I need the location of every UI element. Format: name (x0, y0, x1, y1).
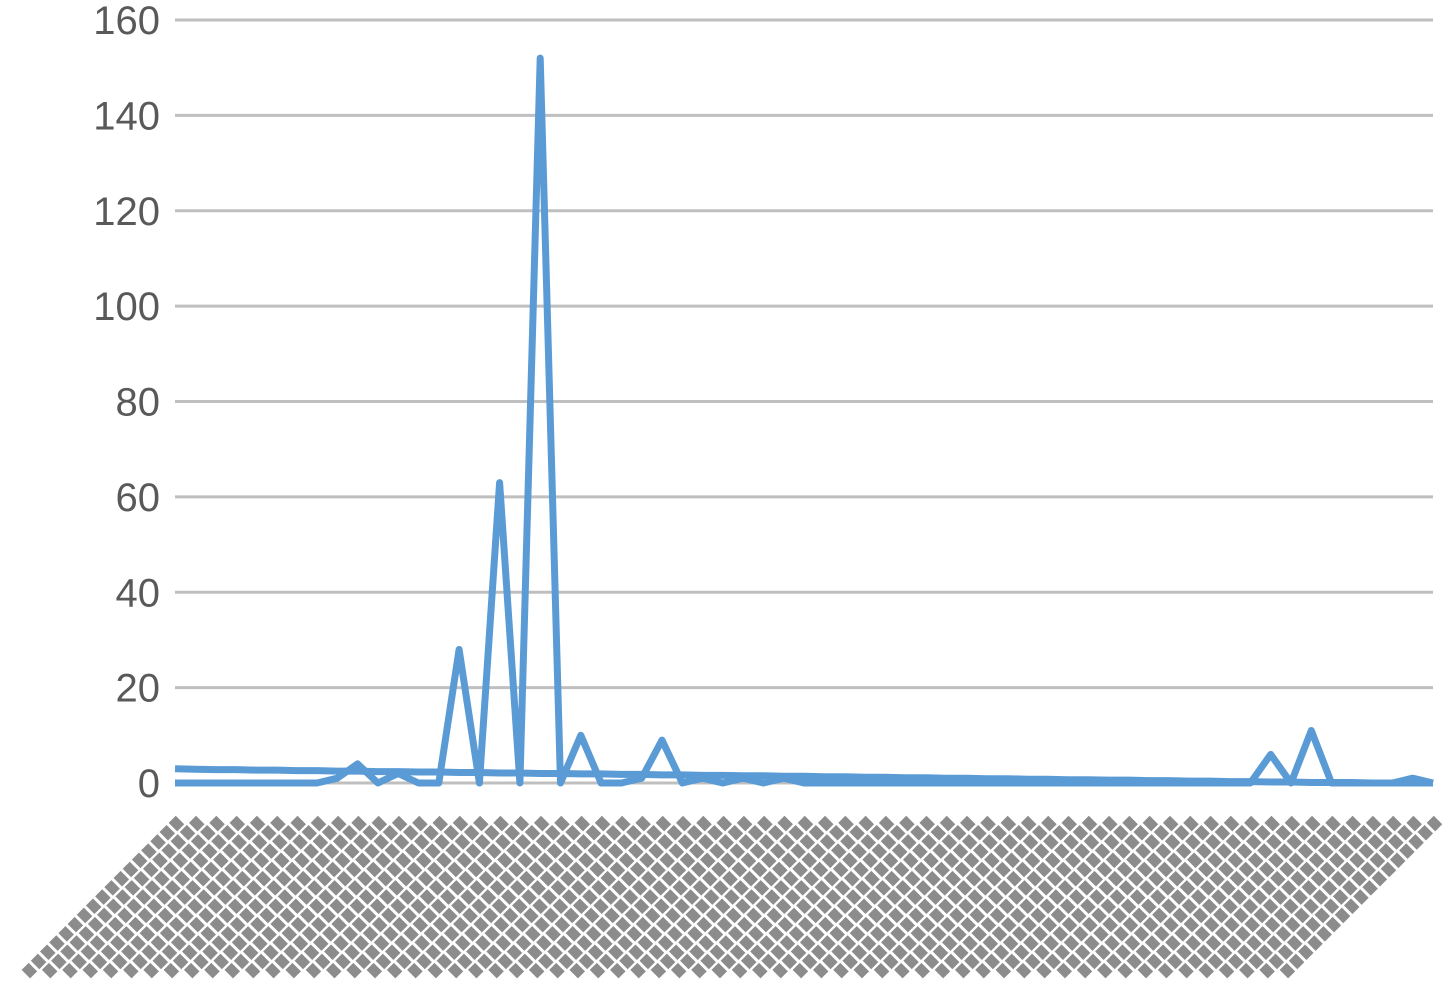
x-tick-label (223, 815, 388, 980)
x-tick-label (771, 815, 935, 980)
x-tick-label (1096, 815, 1260, 980)
x-tick-label (730, 815, 895, 980)
x-tick-label (243, 815, 408, 980)
x-tick-label (1197, 815, 1362, 980)
y-tick-label: 120 (93, 190, 160, 234)
x-tick-label (1055, 815, 1220, 980)
x-tick-label (649, 815, 814, 980)
x-tick-label (345, 815, 509, 980)
x-tick-label (426, 815, 591, 980)
x-tick-label (751, 815, 915, 980)
y-tick-label: 0 (138, 762, 160, 806)
gridlines (175, 18, 1433, 785)
x-tick-label (994, 815, 1159, 980)
x-tick-label (467, 815, 631, 980)
x-tick-label (61, 815, 225, 980)
x-tick-label (528, 815, 692, 980)
x-tick-label (41, 815, 205, 980)
x-tick-label (812, 815, 976, 980)
x-tick-label (101, 815, 266, 980)
x-tick-label (1258, 815, 1422, 980)
y-tick-label: 140 (93, 94, 160, 138)
y-tick-label: 160 (93, 0, 160, 43)
y-tick-label: 80 (116, 381, 161, 425)
y-axis-tick-labels: 0 20 40 60 80 100 120 140 160 (93, 0, 160, 806)
x-tick-label (1278, 815, 1443, 980)
x-tick-label (609, 815, 773, 980)
x-tick-label (974, 815, 1138, 980)
x-tick-label (1217, 815, 1382, 980)
x-tick-label (446, 815, 611, 980)
x-tick-label (548, 815, 712, 980)
x-tick-label (1035, 815, 1199, 980)
x-tick-label (487, 815, 651, 980)
x-tick-label (122, 815, 286, 980)
x-tick-label (20, 815, 185, 980)
x-tick-label (1116, 815, 1280, 980)
x-tick-label (406, 815, 570, 980)
x-tick-label (1157, 815, 1321, 980)
x-tick-label (832, 815, 996, 980)
series-lines (174, 54, 1434, 787)
x-tick-label (568, 815, 733, 980)
x-tick-label (81, 815, 246, 980)
x-tick-label (954, 815, 1118, 980)
x-tick-label (872, 815, 1037, 980)
x-tick-label (690, 815, 854, 980)
x-tick-label (629, 815, 793, 980)
x-axis-category-labels (20, 815, 1443, 980)
x-tick-label (791, 815, 956, 980)
y-tick-label: 40 (116, 571, 161, 615)
x-tick-label (365, 815, 530, 980)
x-tick-label (852, 815, 1017, 980)
y-tick-label: 20 (116, 667, 161, 711)
x-tick-label (507, 815, 672, 980)
x-tick-label (203, 815, 367, 980)
x-tick-label (1075, 815, 1240, 980)
series-line-2 (174, 765, 1433, 787)
x-tick-label (710, 815, 875, 980)
x-tick-label (284, 815, 449, 980)
y-tick-label: 60 (116, 476, 161, 520)
x-tick-label (893, 815, 1057, 980)
x-tick-label (1238, 815, 1402, 980)
y-tick-label: 100 (93, 285, 160, 329)
x-tick-label (670, 815, 834, 980)
x-tick-label (325, 815, 489, 980)
x-tick-label (162, 815, 327, 980)
x-tick-label (933, 815, 1098, 980)
x-tick-label (1014, 815, 1179, 980)
x-tick-label (1177, 815, 1341, 980)
series-line-1 (175, 54, 1434, 787)
x-tick-label (264, 815, 428, 980)
x-tick-label (1136, 815, 1301, 980)
x-tick-label (913, 815, 1078, 980)
x-tick-label (304, 815, 469, 980)
x-tick-label (183, 815, 347, 980)
x-tick-label (142, 815, 306, 980)
x-tick-label (385, 815, 550, 980)
x-tick-label (588, 815, 753, 980)
